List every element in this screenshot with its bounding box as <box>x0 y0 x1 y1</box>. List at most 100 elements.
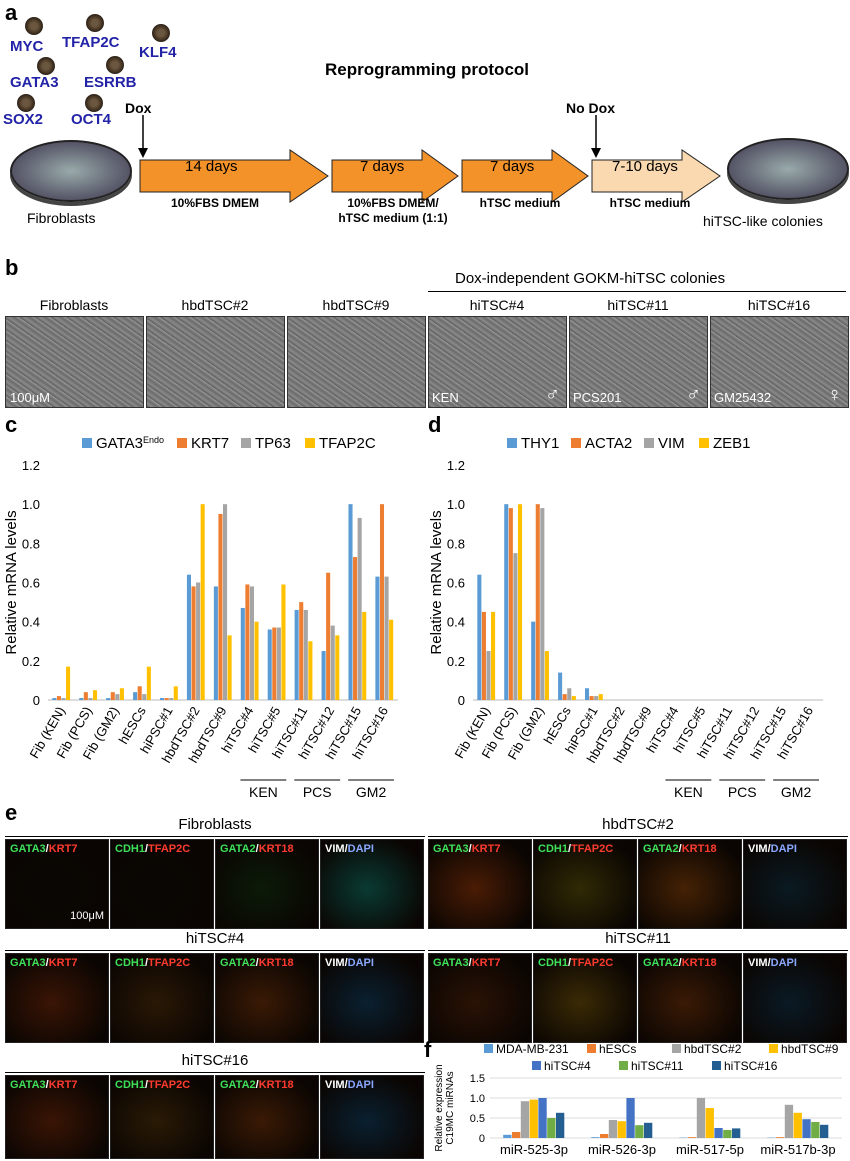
bar <box>281 584 286 700</box>
factor-label: OCT4 <box>71 111 112 128</box>
bar <box>520 1101 530 1138</box>
fluorescence-image: VIM/DAPI <box>743 839 847 929</box>
stain-separator: / <box>567 843 572 855</box>
stain-marker-b: KRT7 <box>48 957 78 969</box>
bar <box>200 504 205 700</box>
stain-marker-b: DAPI <box>770 843 797 855</box>
group-title: Dox-independent GOKM-hiTSC colonies <box>455 270 726 287</box>
bar <box>56 696 61 700</box>
bar <box>688 1137 697 1138</box>
stain-group-title: hbdTSC#2 <box>602 816 674 833</box>
stain-marker-b: TFAP2C <box>571 843 614 855</box>
bar <box>714 1128 723 1138</box>
step-medium: hTSC medium <box>609 196 691 210</box>
bar <box>591 1137 600 1138</box>
fibroblast-dish <box>10 140 132 202</box>
stain-marker-b: TFAP2C <box>148 1079 191 1091</box>
bar <box>164 698 169 700</box>
stain-marker-a: GATA3 <box>10 1079 46 1091</box>
bar <box>556 1112 565 1138</box>
virus-icon <box>25 17 43 35</box>
fluorescence-image: VIM/DAPI <box>743 953 847 1043</box>
stain-marker-b: KRT18 <box>258 957 294 969</box>
virus-icon <box>86 14 104 32</box>
legend-swatch <box>712 1061 721 1070</box>
legend-entry: hbdTSC#2 <box>684 1042 742 1056</box>
step-medium: 10%FBS DMEM/ hTSC medium (1:1) <box>338 196 448 225</box>
bar <box>249 586 254 700</box>
bar <box>608 1120 618 1138</box>
stain-label: VIM/DAPI <box>325 957 374 969</box>
y-tick-label: 0.6 <box>447 576 465 591</box>
bar <box>321 651 326 700</box>
scale-bar-label: 100μM <box>10 390 51 405</box>
bar <box>88 698 93 700</box>
bar <box>173 686 178 700</box>
bar <box>326 572 331 700</box>
legend-entry: hiTSC#4 <box>544 1059 591 1073</box>
legend-entry: hESCs <box>599 1042 636 1056</box>
female-icon: ♀ <box>827 384 842 406</box>
y-axis-label: Relative expression <box>434 1064 445 1151</box>
bar <box>544 651 549 700</box>
line-tag: GM25432 <box>714 390 772 405</box>
y-axis-label: C19MC miRNAs <box>445 1071 456 1144</box>
stain-marker-a: GATA3 <box>433 957 469 969</box>
micrograph: PCS201 ♂ <box>569 316 708 408</box>
stain-marker-a: GATA3 <box>10 843 46 855</box>
stain-marker-b: TFAP2C <box>148 843 191 855</box>
y-tick-label: 0.4 <box>447 615 465 630</box>
y-tick-label: 1.0 <box>22 497 40 512</box>
panel-c-label: c <box>5 412 18 437</box>
stain-label: GATA3/KRT7 <box>433 957 500 969</box>
group-label: PCS <box>303 784 332 800</box>
stain-separator: / <box>144 957 149 969</box>
bar <box>705 1108 714 1138</box>
title-underline <box>5 950 425 951</box>
fluorescence-image: GATA3/KRT7 100μM <box>5 839 109 929</box>
line-tag: KEN <box>432 390 459 405</box>
bar <box>481 611 486 700</box>
stain-group-title: hiTSC#16 <box>181 1052 249 1069</box>
legend-entry: THY1 <box>521 435 559 452</box>
bar <box>191 586 196 700</box>
fluorescence-image: GATA3/KRT7 <box>5 953 109 1043</box>
stain-label: CDH1/TFAP2C <box>115 957 190 969</box>
image-title: hiTSC#11 <box>607 297 669 313</box>
stain-marker-b: KRT7 <box>48 1079 78 1091</box>
bar <box>375 576 380 700</box>
bar <box>330 625 335 700</box>
stain-marker-b: TFAP2C <box>571 957 614 969</box>
bar <box>562 694 567 700</box>
stain-separator: / <box>144 1079 149 1091</box>
stain-marker-b: KRT18 <box>681 843 717 855</box>
y-tick-label: 0.8 <box>22 536 40 551</box>
bar <box>589 696 594 700</box>
stain-separator: / <box>468 843 472 855</box>
image-title: hiTSC#16 <box>747 297 811 313</box>
factor-label: KLF4 <box>139 44 177 61</box>
step-duration: 7 days <box>360 158 405 175</box>
legend-swatch <box>305 438 315 448</box>
bar <box>512 1132 521 1138</box>
micrograph: 100μM <box>5 316 144 408</box>
bar <box>486 651 491 700</box>
chart-d: THY1 ACTA2 VIM ZEB1 0 0.2 0.4 0.6 0.8 1.0 1.2 Relat… <box>428 435 823 800</box>
bar <box>508 508 513 700</box>
legend-entry: TFAP2C <box>319 435 376 452</box>
stain-marker-b: KRT18 <box>258 843 294 855</box>
legend-entry: ACTA2 <box>585 435 632 452</box>
bar <box>504 504 509 700</box>
x-tick-label: miR-525-3p <box>500 1142 568 1157</box>
stain-marker-a: VIM <box>325 843 345 855</box>
stain-label: GATA2/KRT18 <box>643 957 717 969</box>
bar <box>585 688 590 700</box>
fluorescence-image: CDH1/TFAP2C <box>110 839 214 929</box>
bar <box>106 698 111 700</box>
bar <box>223 504 228 700</box>
bar <box>696 1098 706 1138</box>
virus-icon <box>106 56 124 74</box>
legend-swatch <box>82 438 92 448</box>
factor-label: GATA3 <box>10 74 59 91</box>
protocol-title: Reprogramming protocol <box>325 60 530 79</box>
